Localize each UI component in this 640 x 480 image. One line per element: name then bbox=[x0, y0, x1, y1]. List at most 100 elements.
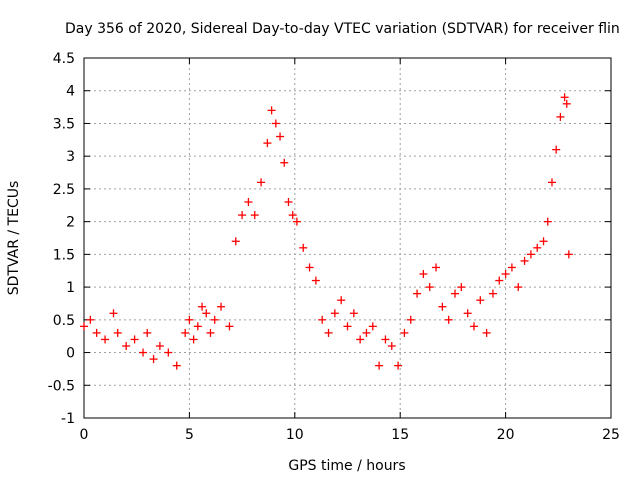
data-point bbox=[155, 342, 164, 350]
data-point bbox=[343, 322, 352, 331]
data-point bbox=[86, 315, 95, 324]
data-point bbox=[181, 328, 190, 337]
x-tick-label: 0 bbox=[80, 427, 89, 443]
data-point bbox=[231, 237, 240, 246]
data-point bbox=[101, 335, 110, 344]
data-point bbox=[130, 335, 139, 344]
data-point bbox=[507, 263, 516, 272]
y-tick-label: 4 bbox=[66, 84, 75, 100]
data-point bbox=[451, 289, 460, 298]
data-point bbox=[362, 328, 371, 337]
data-point bbox=[238, 211, 247, 220]
data-point bbox=[375, 361, 384, 370]
data-point bbox=[149, 355, 158, 364]
data-point bbox=[210, 315, 219, 324]
data-point bbox=[267, 106, 276, 115]
data-point bbox=[271, 119, 280, 128]
data-point bbox=[564, 250, 573, 259]
y-tick-label: 4.5 bbox=[53, 51, 75, 67]
data-point bbox=[318, 315, 327, 324]
data-point bbox=[324, 328, 333, 337]
data-point bbox=[263, 139, 272, 148]
data-point bbox=[400, 328, 409, 337]
y-axis-label: SDTVAR / TECUs bbox=[6, 181, 22, 296]
data-point bbox=[202, 309, 211, 318]
data-point bbox=[394, 361, 403, 370]
data-point bbox=[381, 335, 390, 344]
chart-title: Day 356 of 2020, Sidereal Day-to-day VTE… bbox=[65, 21, 620, 37]
data-point bbox=[349, 309, 358, 318]
data-point bbox=[432, 263, 441, 272]
data-point bbox=[526, 250, 535, 259]
data-point bbox=[250, 211, 259, 220]
data-point bbox=[337, 296, 346, 305]
data-point bbox=[457, 283, 466, 292]
data-point bbox=[330, 309, 339, 318]
data-point bbox=[80, 322, 88, 331]
data-point bbox=[189, 335, 198, 344]
data-point bbox=[406, 315, 415, 324]
data-point bbox=[172, 361, 181, 370]
data-point bbox=[476, 296, 485, 305]
x-tick-label: 20 bbox=[497, 427, 515, 443]
data-point bbox=[501, 270, 510, 278]
data-point bbox=[520, 256, 529, 265]
data-point bbox=[482, 328, 491, 337]
x-tick-label: 10 bbox=[286, 427, 304, 443]
data-point bbox=[217, 302, 226, 311]
axis-ticks: 0 5 10 15 20 25 -1 -0.5 0 0.5 1 1.5 2 2.5 3 3.5 4 4.5 bbox=[48, 51, 620, 443]
data-point bbox=[356, 335, 365, 344]
data-point bbox=[284, 198, 293, 206]
data-point bbox=[193, 322, 202, 331]
x-tick-label: 15 bbox=[391, 427, 409, 443]
x-tick-label: 25 bbox=[602, 427, 620, 443]
data-point bbox=[552, 145, 561, 154]
plot-frame bbox=[83, 57, 612, 419]
y-tick-label: 0 bbox=[66, 346, 75, 362]
y-tick-label: 0.5 bbox=[53, 313, 75, 329]
data-point bbox=[257, 178, 266, 187]
y-tick-label: 1 bbox=[66, 280, 75, 296]
data-point bbox=[143, 328, 152, 337]
data-point bbox=[185, 315, 194, 324]
y-tick-label: 1.5 bbox=[53, 247, 75, 263]
data-point bbox=[288, 211, 297, 220]
data-point bbox=[495, 276, 504, 285]
data-point bbox=[556, 112, 565, 121]
data-point bbox=[543, 217, 552, 226]
data-point bbox=[469, 322, 478, 331]
data-point bbox=[280, 158, 289, 167]
data-point bbox=[560, 93, 569, 102]
y-tick-label: 2 bbox=[66, 215, 75, 231]
data-point bbox=[539, 237, 548, 246]
data-point bbox=[198, 302, 207, 311]
data-point bbox=[311, 276, 320, 285]
data-point bbox=[206, 328, 215, 337]
data-point bbox=[488, 289, 497, 298]
data-point bbox=[562, 99, 571, 108]
x-axis-label: GPS time / hours bbox=[288, 458, 405, 474]
data-point bbox=[109, 309, 118, 318]
data-point bbox=[438, 302, 447, 311]
data-point bbox=[139, 348, 148, 357]
data-point bbox=[533, 243, 542, 252]
data-point bbox=[92, 328, 101, 337]
data-points bbox=[80, 93, 573, 370]
data-point bbox=[514, 283, 523, 292]
data-point bbox=[547, 178, 556, 187]
data-point bbox=[387, 342, 396, 350]
y-tick-label: 3.5 bbox=[53, 116, 75, 132]
y-tick-label: 3 bbox=[66, 149, 75, 165]
y-tick-label: -1 bbox=[61, 411, 75, 427]
data-point bbox=[292, 217, 301, 226]
data-point bbox=[244, 198, 253, 206]
x-tick-label: 5 bbox=[185, 427, 194, 443]
data-point bbox=[276, 132, 285, 141]
data-point bbox=[368, 322, 377, 331]
data-point bbox=[305, 263, 314, 272]
data-point bbox=[164, 348, 173, 357]
data-point bbox=[463, 309, 472, 318]
grid-lines bbox=[84, 58, 611, 418]
data-point bbox=[419, 270, 428, 278]
